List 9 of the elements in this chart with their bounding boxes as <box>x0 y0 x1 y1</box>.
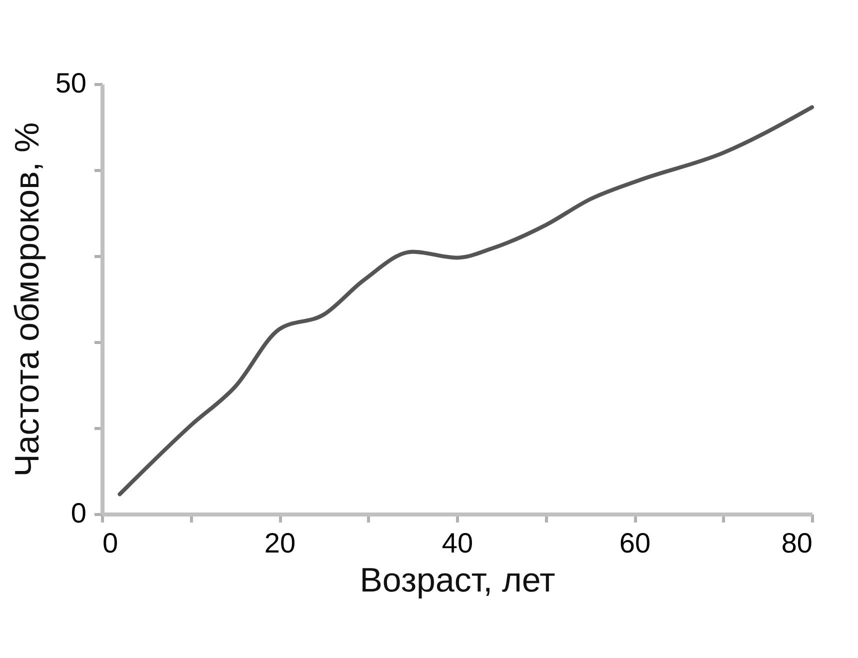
y-tick-label: 50 <box>55 68 86 98</box>
y-axis-title: Частота обмороков, % <box>8 122 46 477</box>
x-axis-title: Возраст, лет <box>360 562 556 600</box>
x-tick-label: 80 <box>781 528 812 558</box>
x-tick-label: 0 <box>102 528 118 558</box>
line-series <box>118 105 814 496</box>
x-tick-label: 40 <box>442 528 474 558</box>
x-tick-label: 60 <box>619 528 651 558</box>
x-tick-label: 20 <box>264 528 296 558</box>
